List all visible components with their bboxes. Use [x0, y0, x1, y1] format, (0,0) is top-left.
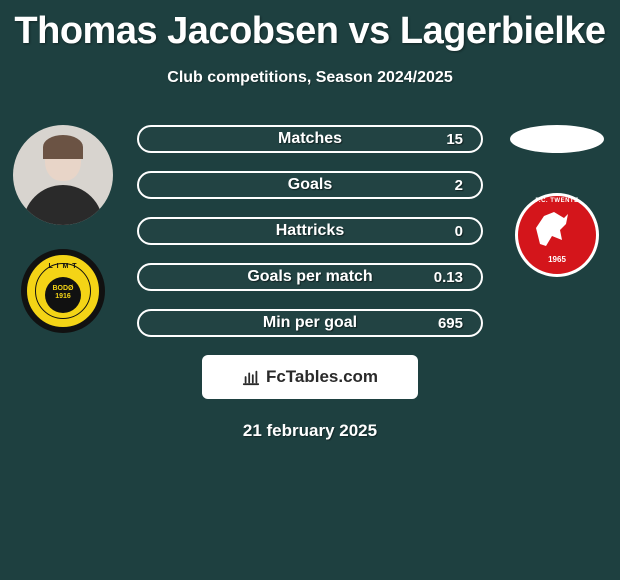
stat-label: Matches — [139, 130, 481, 148]
club-badge-left: L I M T BODØ 1916 — [21, 249, 105, 333]
stat-label: Goals — [139, 176, 481, 194]
stat-label: Hattricks — [139, 222, 481, 240]
brand-box: FcTables.com — [202, 355, 418, 399]
left-column: L I M T BODØ 1916 — [8, 125, 118, 333]
club-badge-right: F.C. TWENTE 1965 — [515, 193, 599, 277]
stat-label: Goals per match — [139, 268, 481, 286]
stat-bar: Hattricks 0 — [137, 217, 483, 245]
comparison-panel: L I M T BODØ 1916 F.C. TWENTE 1965 Match… — [0, 125, 620, 441]
stat-bar: Goals 2 — [137, 171, 483, 199]
brand-text: FcTables.com — [266, 367, 378, 387]
stat-label: Min per goal — [139, 314, 481, 332]
date-text: 21 february 2025 — [0, 421, 620, 441]
badge-right-year: 1965 — [518, 255, 596, 264]
stat-value-right: 695 — [438, 315, 463, 332]
badge-right-top-text: F.C. TWENTE — [518, 198, 596, 204]
badge-left-ring-text: L I M T — [27, 263, 99, 270]
badge-left-inner-text: BODØ 1916 — [45, 277, 81, 313]
player-avatar-right — [510, 125, 604, 153]
stat-bars: Matches 15 Goals 2 Hattricks 0 Goals per… — [137, 125, 483, 337]
stat-value-right: 15 — [446, 131, 463, 148]
subtitle: Club competitions, Season 2024/2025 — [0, 69, 620, 87]
page-title: Thomas Jacobsen vs Lagerbielke — [0, 0, 620, 53]
stat-value-right: 0 — [455, 223, 463, 240]
stat-bar: Goals per match 0.13 — [137, 263, 483, 291]
player-avatar-left — [13, 125, 113, 225]
stat-value-right: 2 — [455, 177, 463, 194]
right-column: F.C. TWENTE 1965 — [502, 125, 612, 277]
stat-bar: Min per goal 695 — [137, 309, 483, 337]
stat-bar: Matches 15 — [137, 125, 483, 153]
stat-value-right: 0.13 — [434, 269, 463, 286]
chart-icon — [242, 368, 260, 386]
